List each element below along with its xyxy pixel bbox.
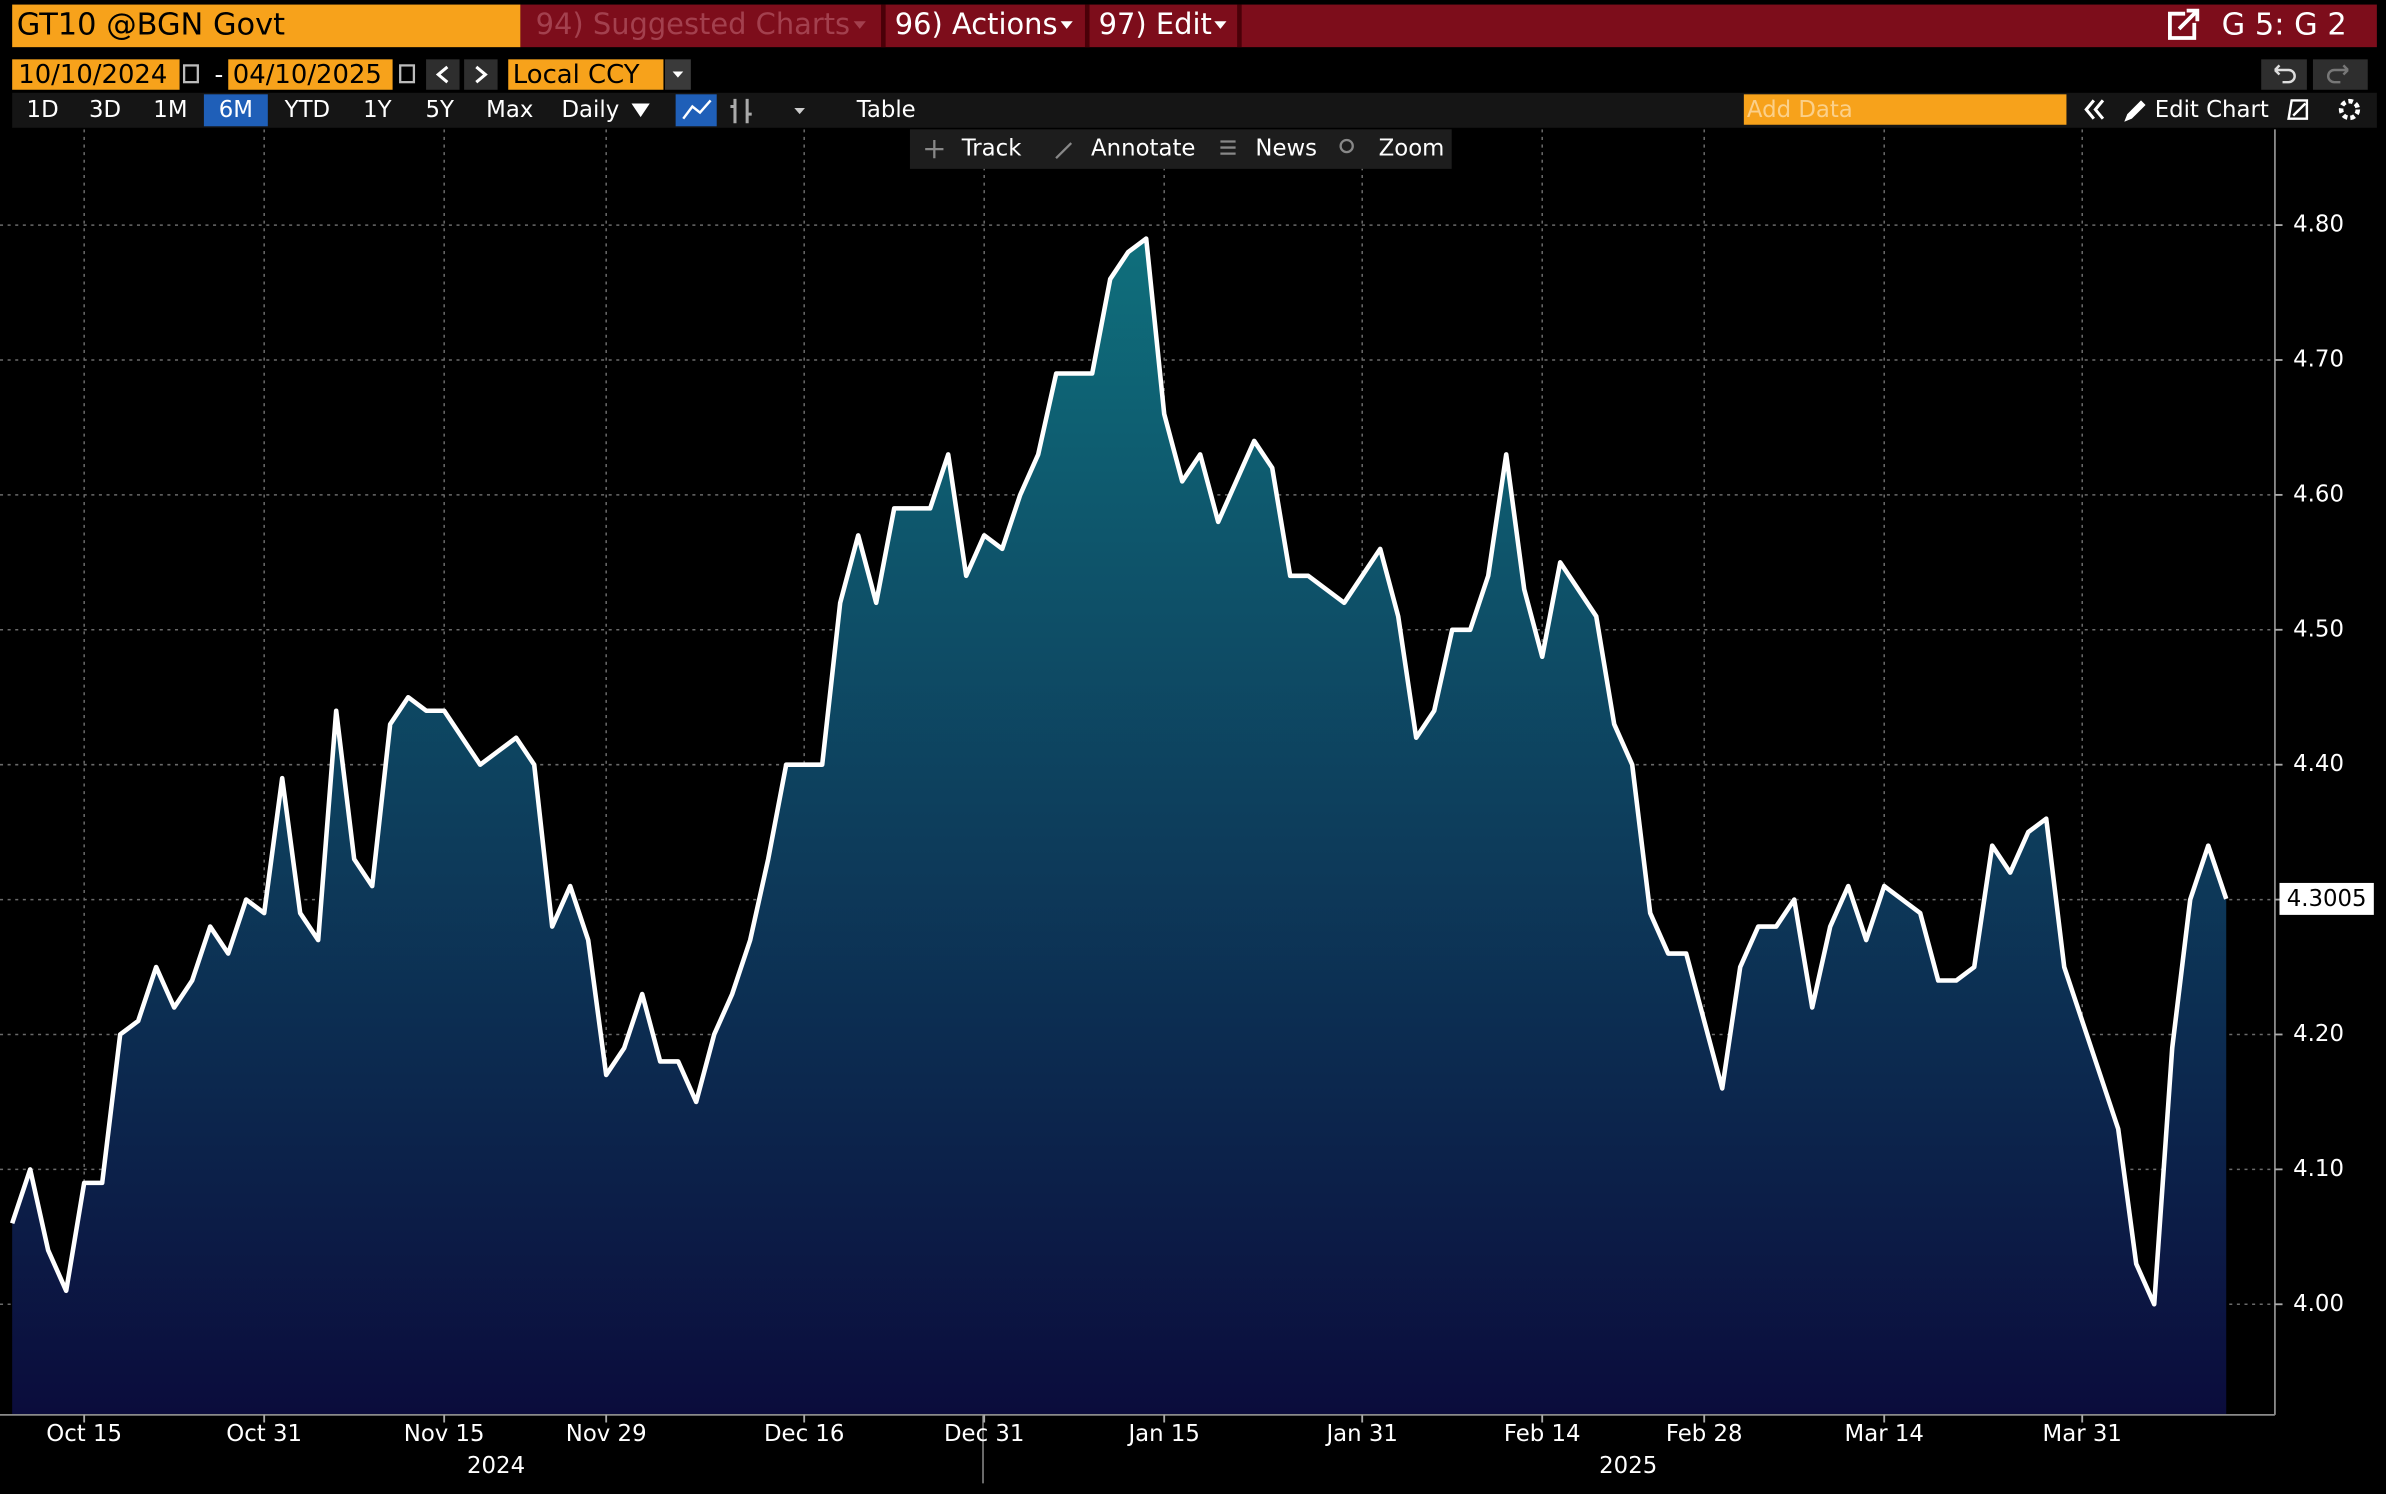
y-tick-label: 4.10 (2293, 1156, 2344, 1182)
end-date-field[interactable] (228, 59, 393, 90)
period-button[interactable]: 3D (89, 97, 121, 123)
y-tick-label: 4.50 (2293, 616, 2344, 642)
popout-icon[interactable] (2168, 8, 2200, 40)
y-tick-label: 4.20 (2293, 1021, 2344, 1047)
menu-edit[interactable]: 97) Edit (1099, 7, 1212, 41)
last-value: 4.3005 (2287, 886, 2367, 912)
divider (1237, 4, 1242, 48)
start-date[interactable]: 10/10/2024 (18, 60, 167, 90)
redo-icon (2326, 64, 2349, 84)
track-icon (925, 139, 944, 159)
x-tick-label: Oct 31 (226, 1421, 302, 1447)
area-fill (12, 238, 2227, 1415)
security[interactable]: GT10 @BGN Govt (17, 7, 285, 42)
period-button[interactable]: YTD (284, 97, 330, 123)
selected-period (203, 94, 268, 127)
x-tick-label: Oct 15 (46, 1421, 122, 1447)
y-tick-label: 4.00 (2293, 1291, 2344, 1317)
y-tick-label: 4.70 (2293, 346, 2344, 372)
zoom-icon (1339, 138, 1354, 154)
annotate-icon (1055, 142, 1073, 160)
menu-suggested[interactable]: 94) Suggested Charts (536, 7, 850, 41)
undo-icon (2274, 64, 2296, 84)
x-tick-label: Mar 31 (2043, 1421, 2122, 1447)
edit-chart[interactable]: Edit Chart (2155, 97, 2269, 123)
line-chart-icon (682, 99, 712, 120)
page-number: G 5: G 2 (2222, 7, 2347, 42)
dropdown-arrow (1060, 21, 1073, 29)
start-date-field[interactable] (12, 59, 180, 90)
prev-button[interactable] (426, 59, 460, 90)
dropdown-arrow (1214, 21, 1227, 29)
frequency[interactable]: Daily (562, 97, 620, 123)
collapse-icon[interactable] (2084, 99, 2105, 120)
year-label: 2024 (467, 1453, 525, 1479)
prev-icon (435, 65, 449, 84)
add-data-field[interactable] (1743, 94, 2067, 125)
tool-news[interactable]: News (1255, 136, 1317, 162)
x-tick-label: Nov 29 (566, 1421, 647, 1447)
add-data[interactable]: Add Data (1747, 97, 1853, 123)
edit-icon[interactable] (2287, 99, 2309, 120)
period-button[interactable]: Max (486, 97, 533, 123)
year-label: 2025 (1599, 1453, 1657, 1479)
tool-track[interactable]: Track (961, 136, 1022, 162)
x-tick-label: Feb 14 (1504, 1421, 1581, 1447)
period-button[interactable]: 6M (219, 97, 253, 123)
menu-actions[interactable]: 96) Actions (895, 7, 1058, 41)
y-tick-label: 4.80 (2293, 212, 2344, 238)
currency[interactable]: Local CCY (513, 60, 640, 90)
period-button[interactable]: 1D (27, 97, 59, 123)
dropdown-arrow (672, 71, 684, 78)
dropdown-arrow (853, 21, 866, 29)
currency-field[interactable] (508, 59, 664, 90)
last-value-box (2279, 882, 2374, 915)
settings-icon[interactable] (2338, 98, 2361, 121)
next-icon (475, 65, 488, 84)
calendar-icon[interactable] (182, 64, 199, 84)
y-tick-label: 4.40 (2293, 751, 2344, 777)
redo-button[interactable] (2312, 59, 2368, 90)
undo-button[interactable] (2261, 59, 2307, 90)
chart-tools-bar (909, 129, 1452, 169)
table-button[interactable]: Table (856, 97, 916, 123)
axis-labels: 4.004.104.204.304.404.504.604.704.80Oct … (46, 212, 2374, 1447)
calendar-icon[interactable] (399, 64, 416, 84)
x-tick-label: Jan 31 (1324, 1421, 1397, 1447)
dropdown-arrow[interactable] (794, 108, 805, 115)
period-buttons: 1D 3D 1M 6M YTD 1Y 5Y Max (27, 94, 533, 127)
x-tick-label: Dec 16 (764, 1421, 844, 1447)
period-button[interactable]: 1M (153, 97, 187, 123)
divider (1084, 4, 1090, 48)
pencil-icon (2124, 100, 2146, 122)
bar-chart-icon[interactable] (730, 98, 752, 124)
x-tick-label: Dec 31 (944, 1421, 1024, 1447)
menu-bar (520, 4, 2377, 48)
tool-annotate[interactable]: Annotate (1091, 136, 1195, 162)
x-tick-label: Jan 15 (1126, 1421, 1199, 1447)
y-tick-label: 4.60 (2293, 481, 2344, 507)
dropdown-arrow (631, 103, 650, 118)
x-tick-label: Nov 15 (404, 1421, 485, 1447)
next-button[interactable] (464, 59, 498, 90)
period-button[interactable]: 5Y (426, 97, 455, 123)
news-icon (1220, 140, 1236, 155)
divider (881, 4, 886, 48)
plot-area (0, 129, 2275, 1415)
security-field[interactable] (12, 4, 521, 48)
end-date[interactable]: 04/10/2025 (233, 60, 382, 90)
x-tick-label: Mar 14 (1845, 1421, 1924, 1447)
x-tick-label: Feb 28 (1666, 1421, 1743, 1447)
price-line (10, 236, 2229, 1307)
period-button[interactable]: 1Y (363, 97, 392, 123)
tool-zoom[interactable]: Zoom (1379, 136, 1445, 162)
date-separator: - (215, 59, 224, 88)
